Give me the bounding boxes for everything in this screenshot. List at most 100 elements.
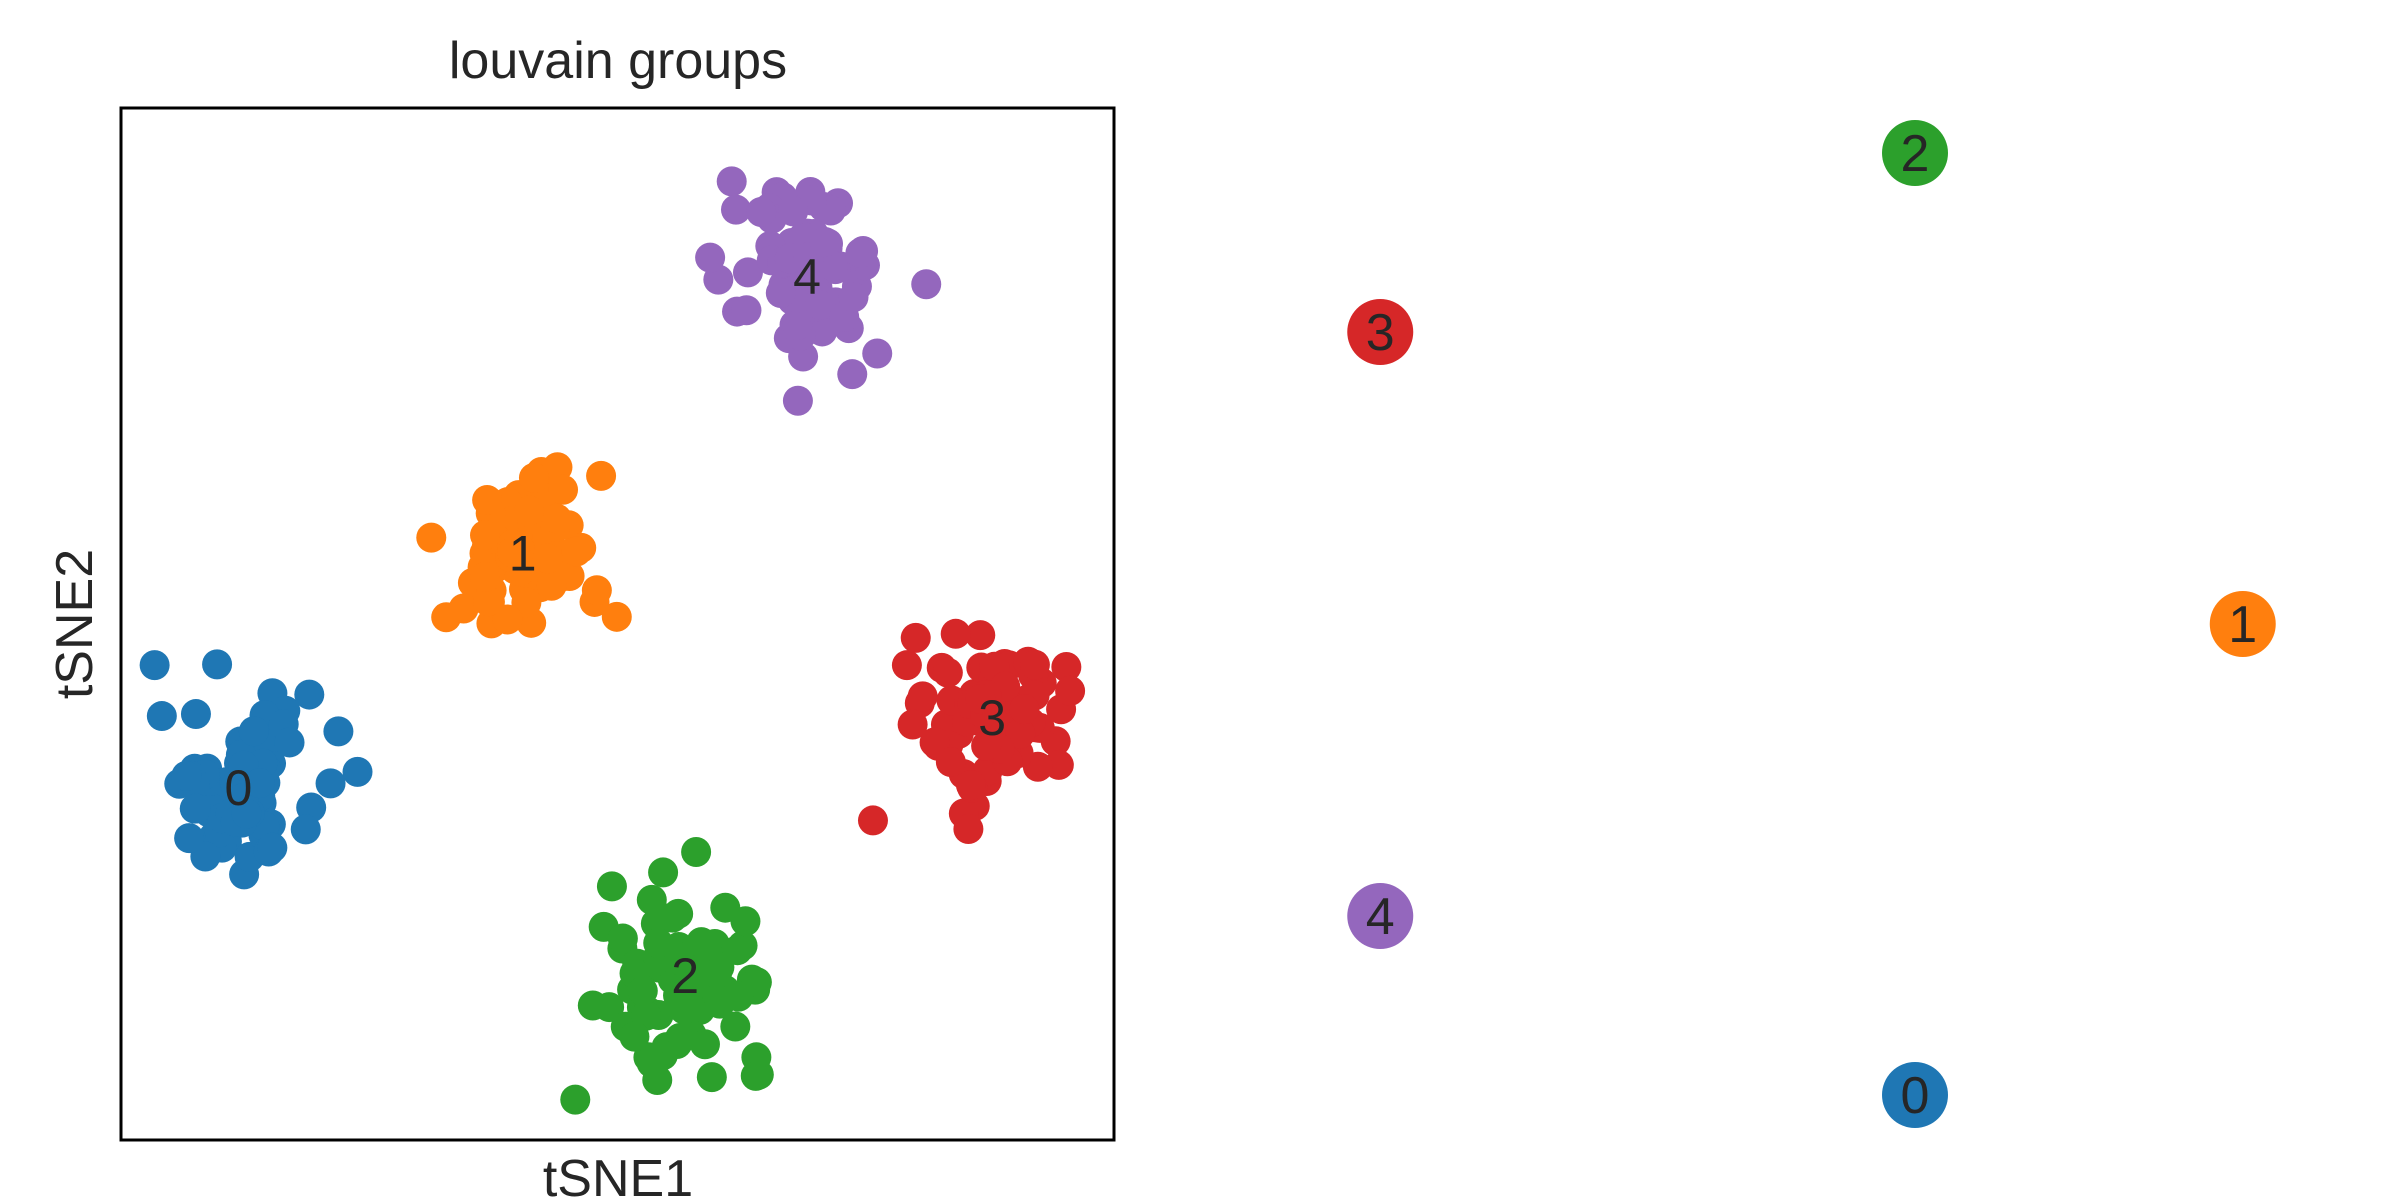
scatter-point-cluster-2 — [696, 1062, 727, 1093]
graph-panel: 0 1 2 3 4 — [1347, 120, 2276, 1128]
scatter-point-cluster-2 — [720, 1011, 751, 1042]
scatter-point-cluster-4 — [782, 385, 813, 416]
scatter-point-cluster-3 — [965, 620, 996, 651]
scatter-point-cluster-3 — [1005, 718, 1036, 749]
graph-node-1: 1 — [2209, 591, 2276, 657]
scatter-point-cluster-2 — [636, 1047, 667, 1078]
scatter-point-cluster-3 — [1051, 651, 1082, 682]
scatter-cluster-label: 3 — [978, 690, 1006, 746]
scatter-point-cluster-1 — [472, 586, 503, 617]
scatter-point-cluster-2 — [681, 836, 712, 867]
graph-node-4: 4 — [1347, 883, 1414, 950]
scatter-point-cluster-4 — [862, 338, 893, 369]
scatter-point-cluster-3 — [907, 681, 938, 712]
scatter-point-cluster-3 — [891, 650, 922, 681]
scatter-point-cluster-0 — [342, 756, 373, 787]
scatter-point-cluster-1 — [532, 543, 563, 574]
scatter-point-cluster-2 — [619, 1021, 650, 1052]
scatter-point-cluster-1 — [518, 462, 549, 493]
scatter-point-cluster-4 — [837, 359, 868, 390]
scatter-panel: louvain groups 0 1 2 3 4 tSNE1 tSNE2 — [46, 32, 1116, 1200]
scatter-point-cluster-0 — [244, 768, 275, 799]
y-axis-label: tSNE2 — [46, 549, 104, 699]
scatter-point-cluster-3 — [953, 814, 984, 845]
scatter-point-cluster-0 — [323, 716, 354, 747]
scatter-point-cluster-0 — [146, 701, 177, 732]
scatter-cluster-label: 4 — [793, 249, 821, 305]
scatter-point-cluster-1 — [472, 485, 503, 516]
scatter-point-cluster-4 — [732, 257, 763, 288]
scatter-point-cluster-2 — [596, 871, 627, 902]
plot-frame — [119, 106, 1116, 1142]
scatter-cluster-label: 1 — [509, 526, 537, 582]
scatter-point-cluster-3 — [1009, 694, 1040, 725]
scatter-point-cluster-3 — [857, 805, 888, 836]
graph-node-circle — [2209, 591, 2276, 657]
scatter-point-cluster-1 — [601, 601, 632, 632]
graph-node-circle — [1882, 1062, 1948, 1128]
scatter-point-cluster-0 — [202, 649, 233, 680]
scatter-point-cluster-1 — [469, 561, 500, 592]
graph-node-3: 3 — [1347, 298, 1414, 365]
scatter-point-cluster-4 — [695, 242, 726, 273]
graph-node-circle — [1347, 883, 1414, 950]
scatter-point-cluster-4 — [731, 295, 762, 326]
scatter-point-cluster-1 — [536, 570, 567, 601]
graph-node-circle — [1882, 120, 1948, 186]
scatter-point-cluster-1 — [492, 604, 523, 635]
chart-title: louvain groups — [449, 32, 787, 90]
scatter-point-cluster-4 — [817, 250, 848, 281]
scatter-point-cluster-0 — [294, 679, 325, 710]
scatter-point-cluster-1 — [470, 520, 501, 551]
scatter-point-cluster-2 — [643, 928, 674, 959]
scatter-point-cluster-4 — [716, 166, 747, 197]
scatter-point-cluster-4 — [746, 197, 777, 228]
scatter-cluster-label: 0 — [224, 760, 252, 816]
scatter-point-cluster-3 — [1019, 649, 1050, 680]
graph-node-label: 1 — [2228, 596, 2257, 654]
scatter-point-cluster-3 — [935, 746, 966, 777]
graph-node-label: 2 — [1901, 125, 1930, 183]
scatter-point-cluster-1 — [448, 593, 479, 624]
scatter-point-cluster-2 — [636, 884, 667, 915]
scatter-point-cluster-0 — [171, 760, 202, 791]
scatter-point-cluster-2 — [710, 892, 741, 923]
graph-node-label: 4 — [1366, 888, 1395, 946]
scatter-point-cluster-0 — [315, 768, 346, 799]
scatter-point-cluster-2 — [689, 1029, 720, 1060]
graph-node-0: 0 — [1882, 1062, 1948, 1128]
scatter-point-cluster-2 — [669, 994, 700, 1025]
scatter-point-cluster-4 — [809, 227, 840, 258]
scatter-point-cluster-1 — [586, 460, 617, 491]
scatter-point-cluster-3 — [897, 709, 928, 740]
scatter-point-cluster-3 — [900, 622, 931, 653]
scatter-point-cluster-2 — [722, 935, 753, 966]
scatter-point-cluster-4 — [838, 282, 869, 313]
scatter-point-cluster-2 — [701, 958, 732, 989]
scatter-point-cluster-0 — [174, 823, 205, 854]
scatter-points — [139, 166, 1086, 1115]
scatter-point-cluster-0 — [180, 793, 211, 824]
scatter-point-cluster-1 — [548, 474, 579, 505]
scatter-point-cluster-3 — [940, 618, 971, 649]
scatter-point-cluster-4 — [911, 269, 942, 300]
x-axis-label: tSNE1 — [543, 1150, 693, 1200]
graph-node-label: 0 — [1901, 1067, 1930, 1125]
scatter-cluster-labels: 0 1 2 3 4 — [224, 249, 1006, 1004]
graph-node-2: 2 — [1882, 120, 1948, 186]
scatter-point-cluster-4 — [805, 290, 836, 321]
scatter-point-cluster-2 — [657, 902, 688, 933]
scatter-point-cluster-0 — [231, 798, 262, 829]
scatter-point-cluster-1 — [416, 522, 447, 553]
scatter-point-cluster-2 — [607, 923, 638, 954]
graph-node-circle — [1347, 298, 1414, 365]
scatter-point-cluster-2 — [686, 927, 717, 958]
scatter-point-cluster-2 — [627, 975, 658, 1006]
scatter-point-cluster-2 — [648, 857, 679, 888]
scatter-point-cluster-3 — [965, 684, 996, 715]
scatter-point-cluster-3 — [1055, 675, 1086, 706]
scatter-point-cluster-0 — [238, 716, 269, 747]
scatter-point-cluster-3 — [971, 730, 1002, 761]
scatter-cluster-label: 2 — [671, 948, 699, 1004]
